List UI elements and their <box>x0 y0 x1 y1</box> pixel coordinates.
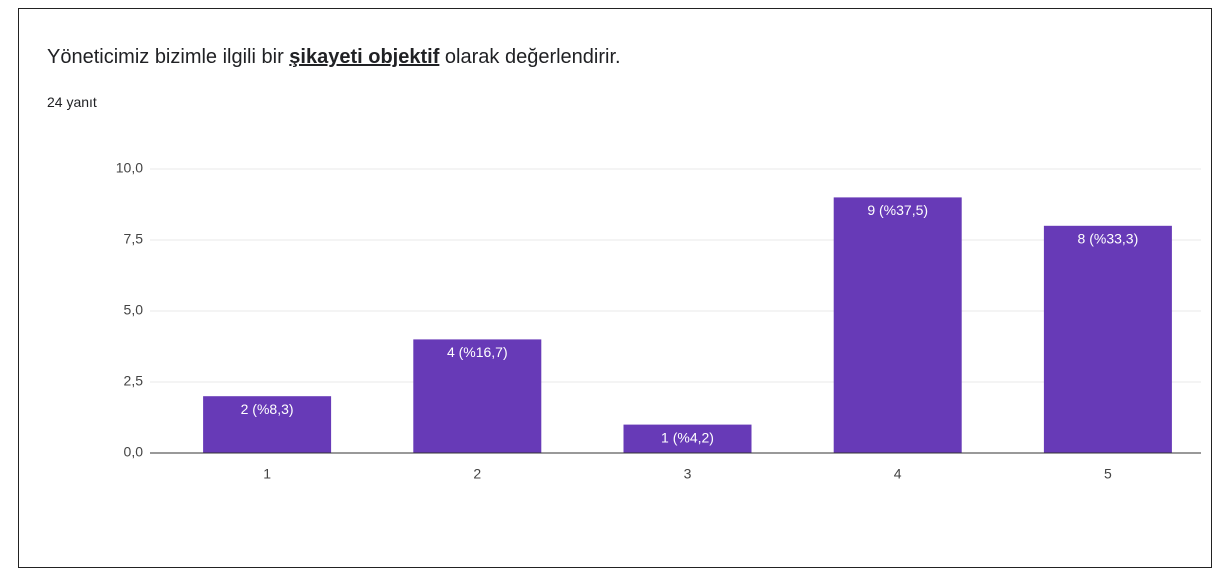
x-tick-label: 3 <box>684 466 692 482</box>
value-label: 9 (%37,5) <box>867 202 928 218</box>
y-tick-label: 5,0 <box>124 302 144 318</box>
title-part: olarak değerlendirir. <box>439 46 621 68</box>
value-label: 1 (%4,2) <box>661 429 714 445</box>
bar <box>413 339 542 453</box>
value-label: 2 (%8,3) <box>241 401 294 417</box>
bar <box>203 396 332 453</box>
value-label: 4 (%16,7) <box>447 344 508 360</box>
bar <box>833 197 962 453</box>
x-tick-label: 1 <box>263 466 271 482</box>
chart-title: Yöneticimiz bizimle ilgili bir şikayeti … <box>47 46 621 69</box>
y-tick-label: 10,0 <box>116 160 143 176</box>
title-part: Yöneticimiz bizimle ilgili bir <box>47 46 290 68</box>
response-count: 24 yanıt <box>47 94 97 110</box>
x-tick-label: 2 <box>473 466 481 482</box>
y-tick-label: 0,0 <box>124 444 144 460</box>
bar <box>623 424 752 453</box>
y-tick-label: 7,5 <box>124 231 144 247</box>
value-label: 8 (%33,3) <box>1078 231 1139 247</box>
x-tick-label: 5 <box>1104 466 1112 482</box>
title-emphasis: şikayeti objektif <box>289 46 440 68</box>
y-tick-label: 2,5 <box>124 373 144 389</box>
x-tick-label: 4 <box>894 466 902 482</box>
bar <box>1043 225 1172 453</box>
